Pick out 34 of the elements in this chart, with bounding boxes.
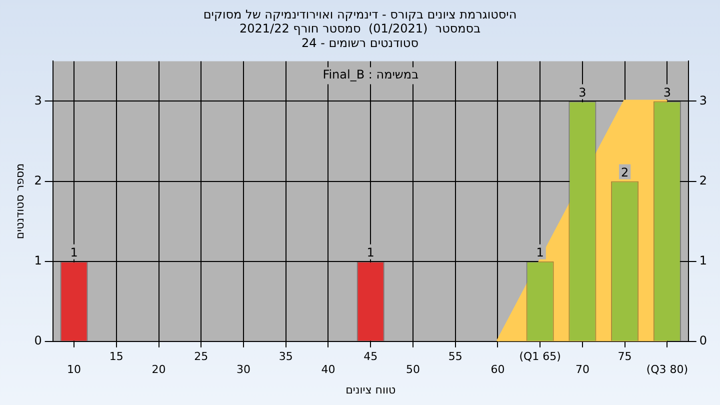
x-tick-label: 25	[194, 350, 208, 363]
y-tick-label: 3	[34, 93, 42, 108]
annotation: Final_B : במשימה	[322, 67, 419, 82]
x-tick-label: 10	[67, 363, 82, 376]
x-axis-title: טווח ציונים	[346, 383, 396, 396]
data-label: 1	[536, 245, 544, 260]
x-tick-label: 45	[364, 350, 378, 363]
data-label: 2	[620, 165, 629, 180]
x-tick-label: (Q3 80)	[646, 363, 688, 376]
y2-tick-label: 1	[699, 253, 708, 268]
data-label: 3	[663, 85, 671, 100]
data-label: 1	[70, 245, 78, 260]
x-tick-label: 75	[618, 350, 632, 363]
x-tick-label: 70	[575, 363, 590, 376]
y2-tick-label: 2	[699, 173, 708, 188]
x-tick-label: 20	[152, 363, 166, 376]
y-axis-title: מספר סטודנטים	[13, 163, 26, 240]
x-tick-label: 55	[448, 350, 462, 363]
x-tick-label: (Q1 65)	[519, 350, 561, 363]
x-tick-label: 40	[321, 363, 336, 376]
y2-tick-label: 3	[699, 93, 708, 108]
x-tick-label: 30	[236, 363, 250, 376]
chart-title: היסטוגרמת ציונים בקורס - דינמיקה ואוירודינמיקה של מסוקים	[203, 7, 517, 22]
y-tick-label: 2	[34, 173, 42, 188]
x-tick-label: 35	[278, 350, 293, 363]
data-label: 3	[578, 85, 586, 100]
y-tick-label: 1	[34, 253, 42, 268]
y2-tick-label: 0	[699, 334, 708, 348]
x-tick-label: 50	[406, 363, 420, 376]
data-label: 1	[366, 245, 374, 260]
x-tick-label: 60	[490, 363, 505, 376]
chart-subtitle: בסמסטר (01/2021) סמסטר חורף 2021/22 סטודנטים רשומים - 24	[239, 22, 481, 50]
y-tick-label: 0	[34, 334, 42, 348]
x-tick-label: 15	[109, 350, 124, 363]
